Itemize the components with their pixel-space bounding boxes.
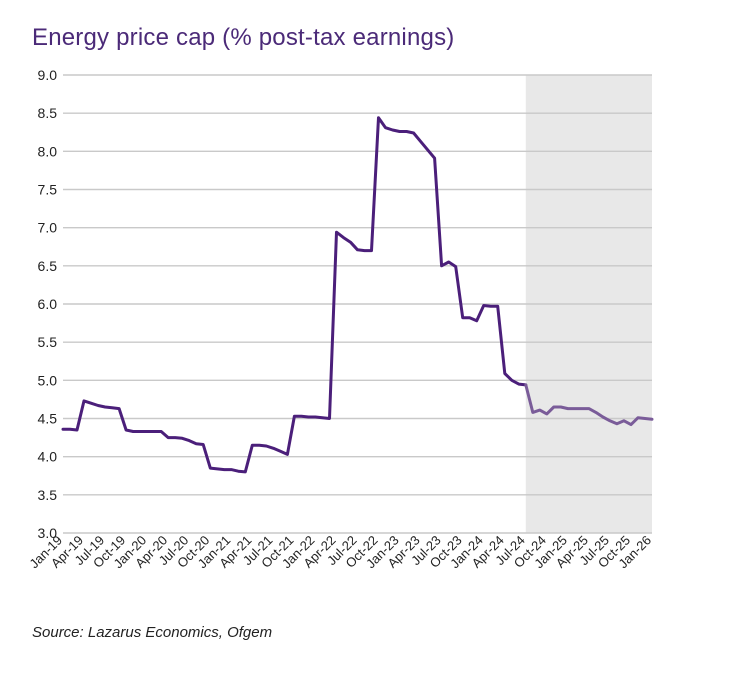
series-line	[524, 383, 654, 427]
y-tick-label: 9.0	[38, 67, 58, 83]
y-tick-label: 8.0	[38, 143, 58, 159]
y-tick-label: 3.5	[38, 487, 58, 503]
x-axis-ticks: Jan-19Apr-19Jul-19Oct-19Jan-20Apr-20Jul-…	[26, 533, 654, 572]
y-tick-label: 7.0	[38, 220, 58, 236]
y-tick-label: 6.5	[38, 258, 58, 274]
y-tick-label: 4.0	[38, 449, 58, 465]
gridlines	[63, 74, 652, 534]
source-note: Source: Lazarus Economics, Ofgem	[32, 624, 273, 641]
y-tick-label: 8.5	[38, 105, 58, 121]
y-axis-ticks: 3.0 3.5 4.0 4.5 5.0 5.5 6.0 6.5 7.0 7.5 8.0 8.5 9.0	[38, 67, 58, 541]
series-lines	[61, 116, 654, 474]
y-tick-label: 6.0	[38, 296, 58, 312]
y-tick-label: 4.5	[38, 411, 58, 427]
y-tick-label: 7.5	[38, 182, 58, 198]
y-tick-label: 5.5	[38, 334, 58, 350]
y-tick-label: 5.0	[38, 372, 58, 388]
chart-title: Energy price cap (% post-tax earnings)	[32, 24, 455, 51]
series-line	[61, 116, 528, 474]
y-tick-label: 3.0	[38, 525, 58, 541]
